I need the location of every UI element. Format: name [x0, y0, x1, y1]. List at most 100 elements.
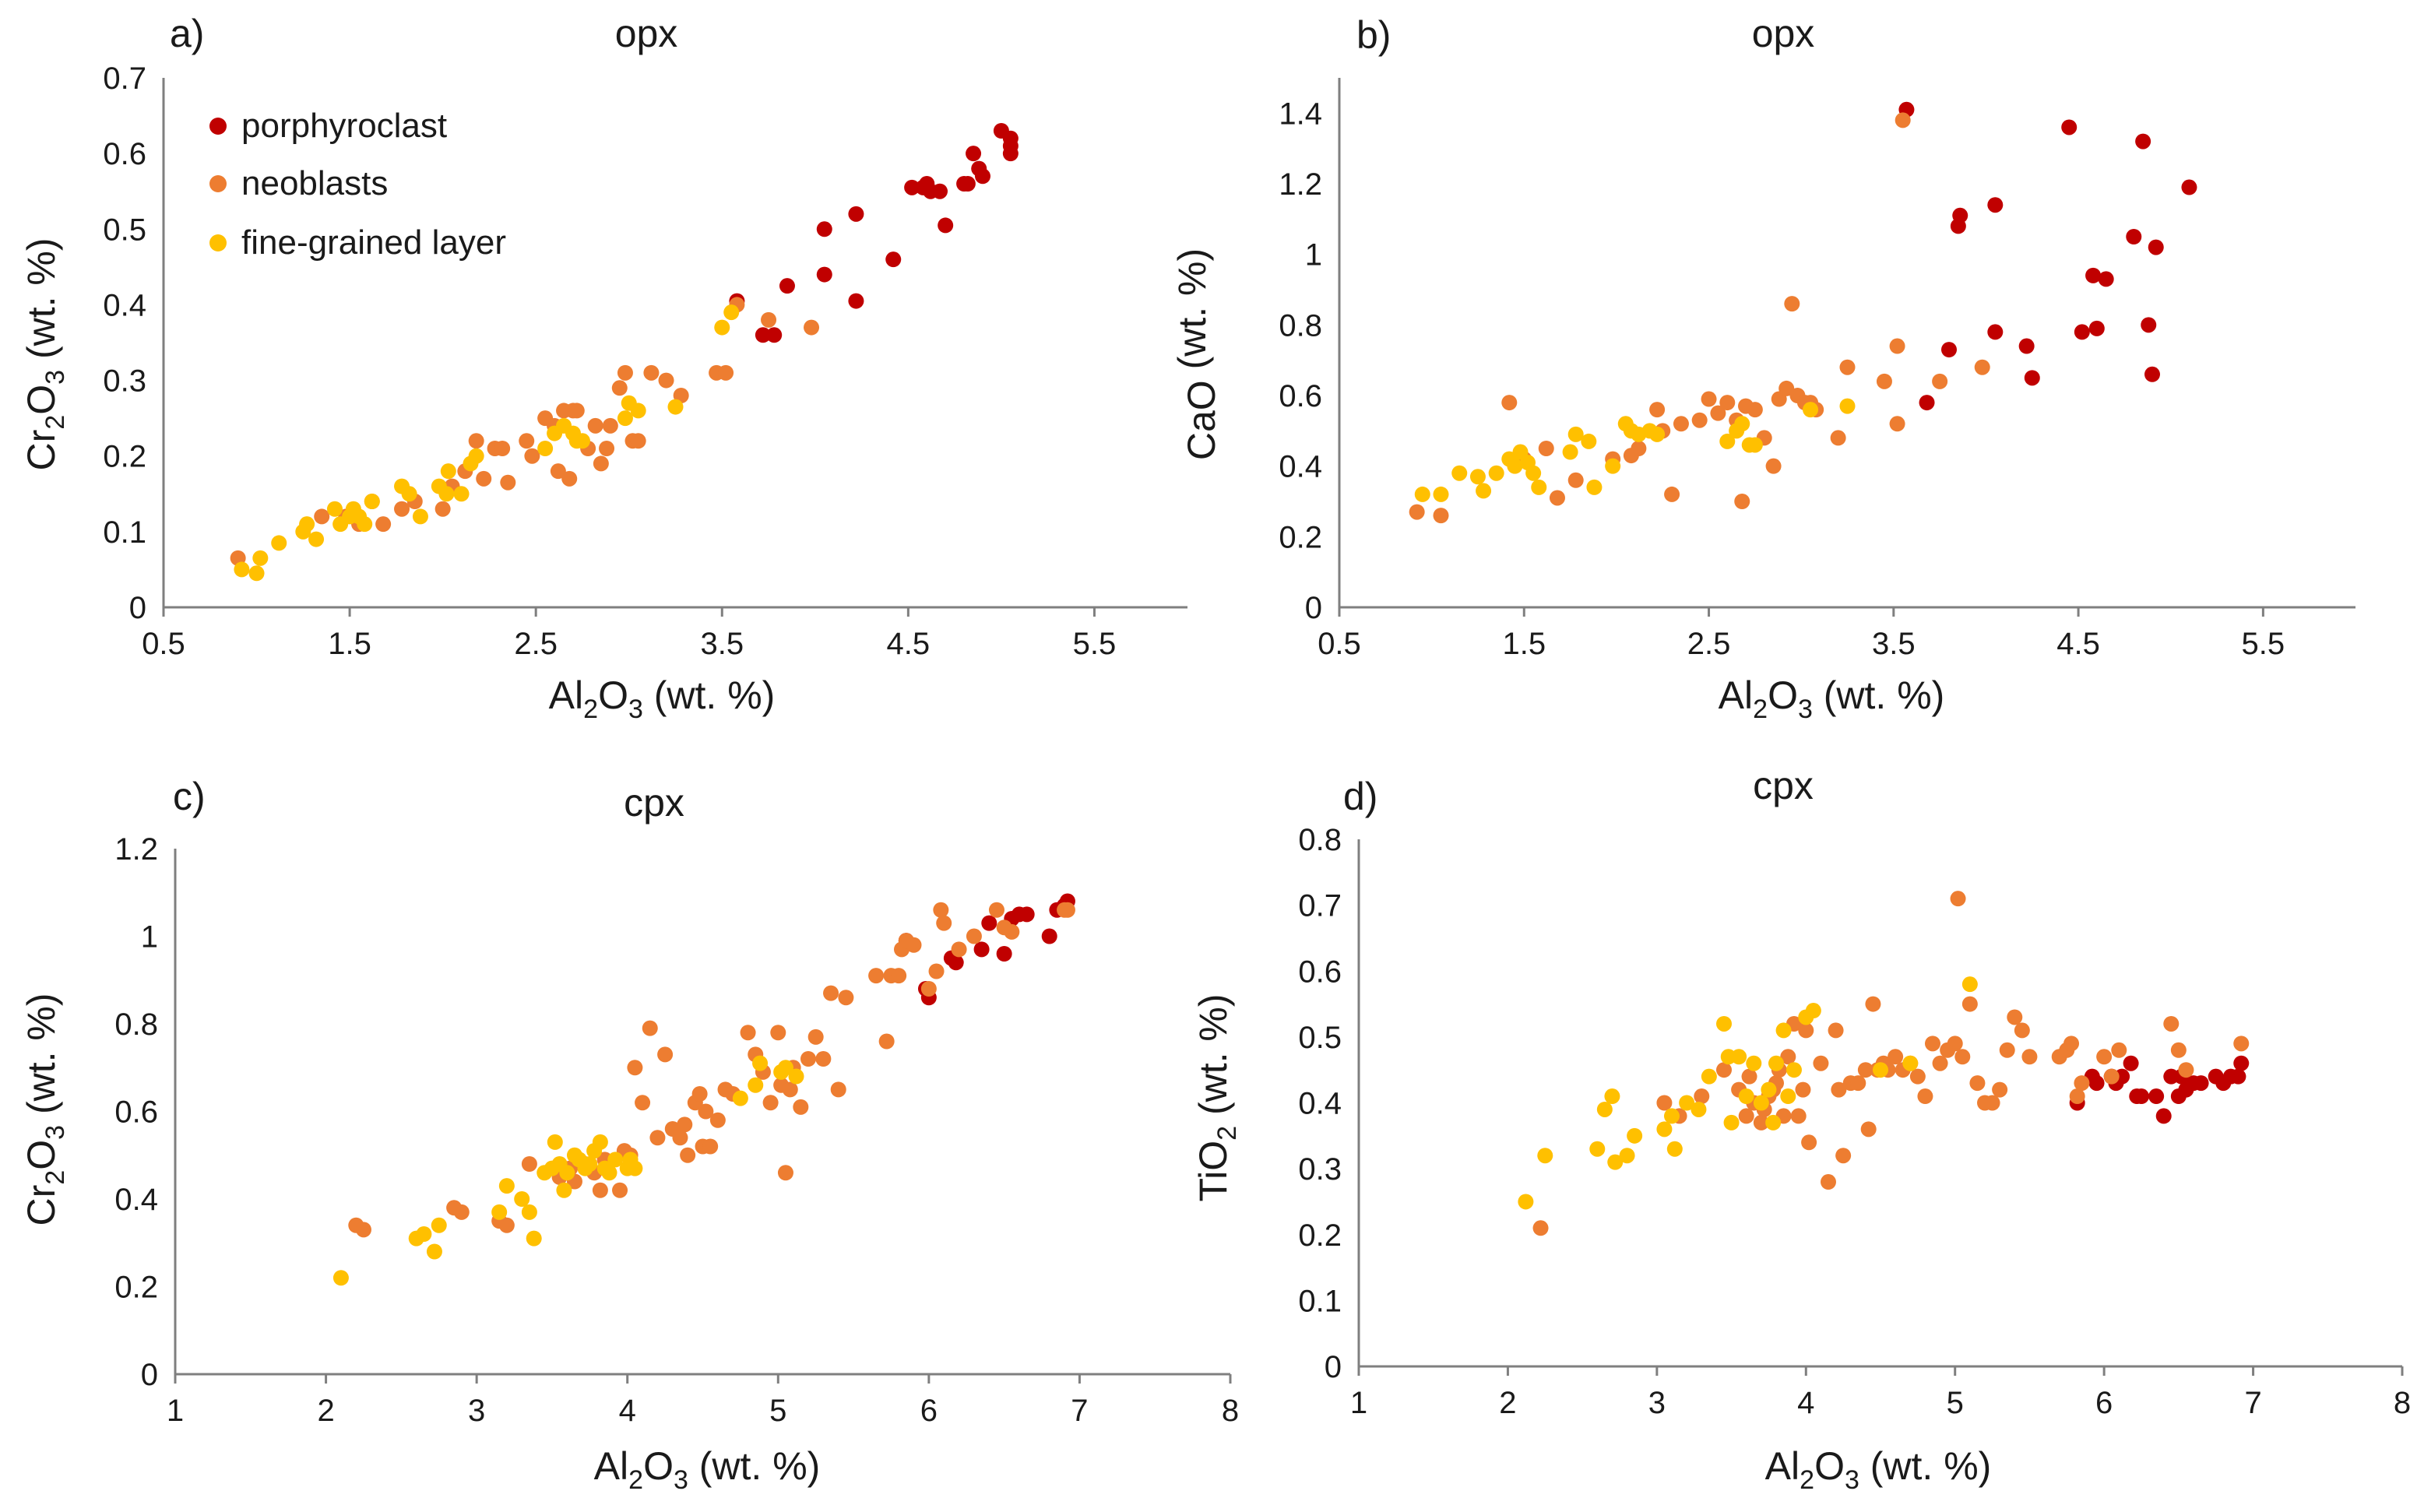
data-point-neoblasts — [1532, 1220, 1549, 1236]
data-point-neoblasts — [1857, 1062, 1873, 1078]
data-point-neoblasts — [1710, 405, 1726, 421]
data-point-fine-grained-layer — [1469, 469, 1486, 485]
panel-a-legend: porphyroclast neoblasts fine-grained lay… — [209, 107, 506, 262]
panel-b-x-tick-label: 4.5 — [2056, 627, 2100, 661]
data-point-neoblasts — [1059, 902, 1075, 918]
legend-fine-grained-layer-label: fine-grained layer — [241, 223, 506, 262]
data-point-neoblasts — [807, 1029, 824, 1045]
data-point-fine-grained-layer — [401, 486, 417, 502]
data-point-porphyroclast — [948, 955, 964, 971]
data-point-fine-grained-layer — [1562, 444, 1578, 460]
data-point-fine-grained-layer — [1775, 1022, 1792, 1039]
data-point-fine-grained-layer — [299, 516, 315, 533]
data-point-neoblasts — [1664, 486, 1680, 502]
data-point-porphyroclast — [904, 179, 920, 195]
data-point-neoblasts — [1801, 1134, 1817, 1151]
data-point-fine-grained-layer — [574, 433, 590, 449]
data-point-porphyroclast — [2024, 370, 2040, 386]
panel-c-x-tick-label: 7 — [1071, 1394, 1088, 1428]
panel-a-y-tick-label: 0 — [129, 591, 146, 625]
data-point-neoblasts — [649, 1130, 666, 1146]
panel-d-series-porphyroclast — [2069, 1055, 2250, 1124]
data-point-fine-grained-layer — [1518, 1194, 1534, 1210]
data-point-neoblasts — [1747, 402, 1763, 418]
panel-b: b) opx Al2O3 (wt. %) CaO (wt. %) 0.5 1.5 2… — [1170, 12, 2355, 724]
data-point-neoblasts — [1932, 373, 1948, 389]
panel-c-series-fine-grained-layer — [332, 1055, 804, 1286]
data-point-fine-grained-layer — [1701, 1068, 1717, 1085]
data-point-porphyroclast — [959, 176, 976, 192]
data-point-fine-grained-layer — [271, 535, 287, 551]
data-point-neoblasts — [2014, 1022, 2030, 1039]
data-point-porphyroclast — [2018, 338, 2035, 354]
data-point-neoblasts — [680, 1147, 696, 1163]
panel-d-y-tick-label: 0.6 — [1298, 955, 1342, 989]
data-point-neoblasts — [1954, 1049, 1971, 1065]
data-point-neoblasts — [1850, 1075, 1866, 1092]
data-point-neoblasts — [658, 372, 674, 389]
panel-a-title: opx — [615, 12, 678, 55]
data-point-porphyroclast — [981, 915, 997, 931]
data-point-fine-grained-layer — [607, 1152, 624, 1168]
data-point-neoblasts — [612, 1182, 628, 1198]
data-point-porphyroclast — [2126, 229, 2142, 244]
data-point-neoblasts — [1004, 923, 1020, 940]
panel-c: c) cpx Al2O3 (wt. %) Cr2O3 (wt. %) 1 2 3 4 5… — [19, 775, 1239, 1495]
panel-c-x-tick-label: 8 — [1222, 1394, 1239, 1428]
data-point-porphyroclast — [1987, 197, 2004, 213]
data-point-fine-grained-layer — [1666, 1141, 1683, 1157]
data-point-neoblasts — [966, 928, 982, 944]
data-point-fine-grained-layer — [592, 1134, 608, 1150]
data-point-fine-grained-layer — [617, 410, 633, 427]
data-point-fine-grained-layer — [1780, 1088, 1796, 1105]
data-point-fine-grained-layer — [1803, 402, 1819, 418]
data-point-neoblasts — [709, 1112, 726, 1128]
data-point-porphyroclast — [1919, 395, 1935, 411]
data-point-neoblasts — [1734, 494, 1750, 509]
data-point-neoblasts — [635, 1095, 651, 1111]
data-point-fine-grained-layer — [788, 1068, 804, 1085]
data-point-neoblasts — [1813, 1055, 1829, 1071]
panel-d-x-axis-title: Al2O3 (wt. %) — [1765, 1444, 1992, 1495]
data-point-neoblasts — [355, 1222, 371, 1238]
data-point-neoblasts — [2063, 1036, 2080, 1052]
data-point-porphyroclast — [885, 251, 902, 268]
data-point-neoblasts — [1433, 508, 1449, 524]
data-point-neoblasts — [2074, 1075, 2090, 1092]
data-point-neoblasts — [1888, 1049, 1904, 1065]
panel-a-y-tick-label: 0.2 — [103, 440, 146, 474]
data-point-fine-grained-layer — [1433, 486, 1449, 502]
data-point-neoblasts — [782, 1081, 798, 1098]
data-point-fine-grained-layer — [412, 508, 428, 525]
data-point-fine-grained-layer — [1656, 1121, 1673, 1138]
data-point-fine-grained-layer — [431, 1217, 447, 1233]
data-point-neoblasts — [642, 1020, 658, 1036]
panel-c-y-tick-label: 0.6 — [114, 1095, 158, 1130]
data-point-neoblasts — [906, 937, 922, 953]
data-point-neoblasts — [1538, 441, 1554, 456]
data-point-fine-grained-layer — [1734, 416, 1750, 432]
data-point-fine-grained-layer — [438, 486, 455, 502]
panel-a-x-tick-label: 2.5 — [514, 627, 558, 661]
data-point-neoblasts — [587, 417, 603, 434]
data-point-fine-grained-layer — [440, 463, 456, 480]
panel-c-y-tick-label: 0.8 — [114, 1007, 158, 1042]
panel-c-x-tick-label: 1 — [167, 1394, 184, 1428]
panel-c-x-tick-label: 6 — [920, 1394, 938, 1428]
panel-d-x-tick-label: 2 — [1499, 1386, 1516, 1420]
data-point-fine-grained-layer — [748, 1077, 764, 1093]
data-point-porphyroclast — [2148, 239, 2164, 255]
data-point-porphyroclast — [2144, 366, 2160, 382]
data-point-fine-grained-layer — [1581, 433, 1597, 449]
data-point-porphyroclast — [2098, 271, 2114, 287]
panel-c-x-tick-label: 3 — [468, 1394, 485, 1428]
panel-b-x-axis-title: Al2O3 (wt. %) — [1719, 673, 1945, 724]
panel-b-letter: b) — [1356, 13, 1391, 57]
data-point-fine-grained-layer — [582, 1156, 598, 1172]
data-point-neoblasts — [988, 902, 1004, 918]
panel-b-y-axis-title: CaO (wt. %) — [1170, 248, 1223, 460]
data-point-fine-grained-layer — [453, 486, 470, 502]
data-point-porphyroclast — [2088, 1075, 2105, 1092]
data-point-neoblasts — [793, 1099, 809, 1115]
